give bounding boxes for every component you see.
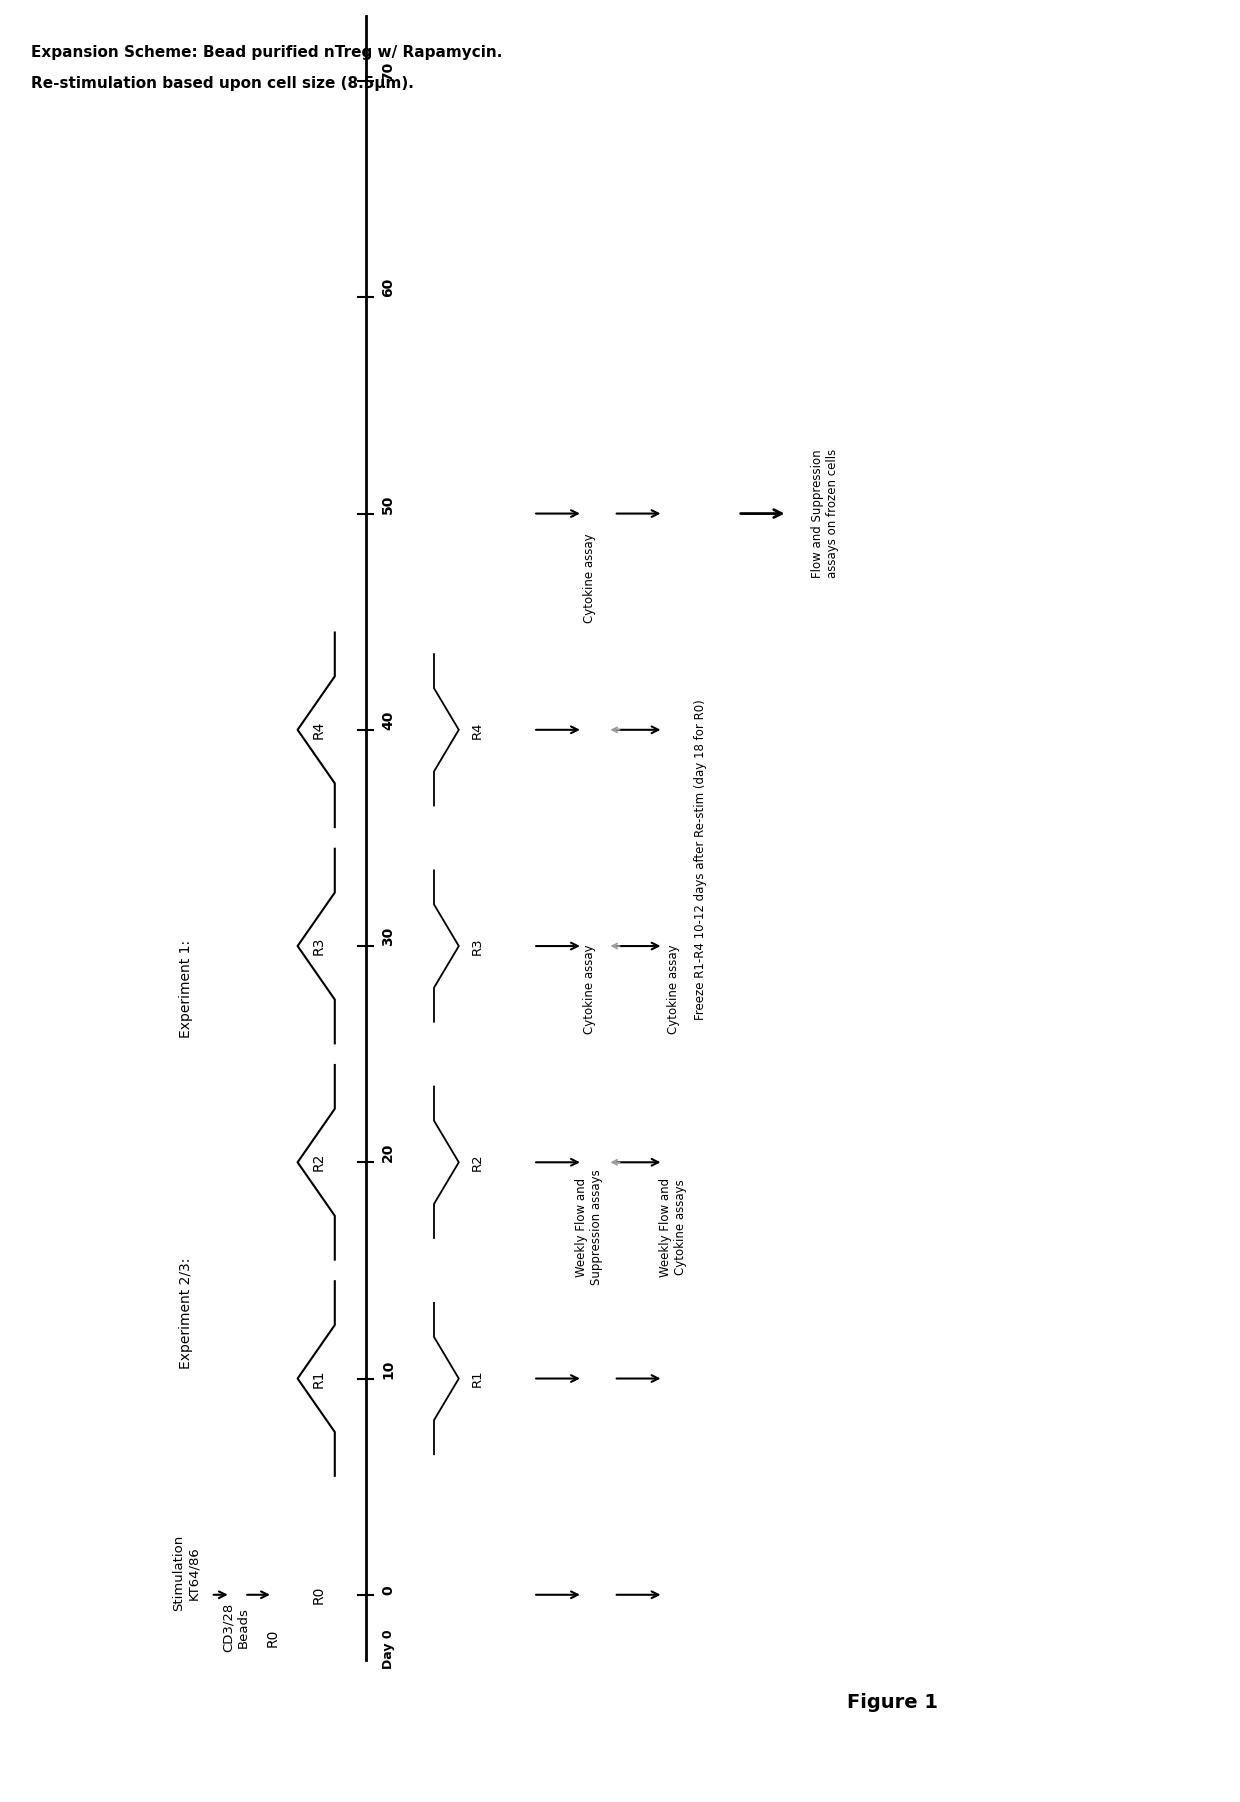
- Text: 10: 10: [381, 1359, 396, 1379]
- Text: Weekly Flow and
Suppression assays: Weekly Flow and Suppression assays: [575, 1169, 603, 1285]
- Text: R3: R3: [471, 937, 484, 955]
- Text: Weekly Flow and
Cytokine assays: Weekly Flow and Cytokine assays: [660, 1177, 687, 1278]
- Text: Cytokine assay: Cytokine assay: [583, 533, 595, 623]
- Text: Cytokine assay: Cytokine assay: [583, 944, 595, 1034]
- Text: Flow and Suppression
assays on frozen cells: Flow and Suppression assays on frozen ce…: [811, 449, 838, 578]
- Text: R2: R2: [471, 1153, 484, 1171]
- Text: Experiment 1:: Experiment 1:: [179, 941, 193, 1038]
- Text: Expansion Scheme: Bead purified nTreg w/ Rapamycin.: Expansion Scheme: Bead purified nTreg w/…: [31, 45, 502, 59]
- Text: 20: 20: [381, 1142, 396, 1162]
- Text: 70: 70: [381, 61, 396, 81]
- Text: 0: 0: [381, 1586, 396, 1595]
- Text: R0: R0: [311, 1586, 326, 1604]
- Text: CD3/28
Beads: CD3/28 Beads: [222, 1602, 249, 1652]
- Text: R1: R1: [471, 1370, 484, 1388]
- Text: 30: 30: [381, 926, 396, 946]
- Text: Re-stimulation based upon cell size (8.5μm).: Re-stimulation based upon cell size (8.5…: [31, 76, 414, 90]
- Text: 50: 50: [381, 494, 396, 514]
- Text: 60: 60: [381, 278, 396, 297]
- Text: R1: R1: [311, 1370, 326, 1388]
- Text: Experiment 2/3:: Experiment 2/3:: [179, 1258, 193, 1370]
- Text: R2: R2: [311, 1153, 326, 1171]
- Text: R4: R4: [471, 721, 484, 739]
- Text: Stimulation
KT64/86: Stimulation KT64/86: [172, 1535, 200, 1611]
- Text: R3: R3: [311, 937, 326, 955]
- Text: Freeze R1-R4 10-12 days after Re-stim (day 18 for R0): Freeze R1-R4 10-12 days after Re-stim (d…: [694, 699, 707, 1020]
- Text: Day 0: Day 0: [382, 1629, 394, 1669]
- Text: R4: R4: [311, 721, 326, 739]
- Text: Figure 1: Figure 1: [847, 1694, 939, 1712]
- Text: 40: 40: [381, 710, 396, 730]
- Text: R0: R0: [265, 1629, 280, 1647]
- Text: Cytokine assay: Cytokine assay: [667, 944, 680, 1034]
